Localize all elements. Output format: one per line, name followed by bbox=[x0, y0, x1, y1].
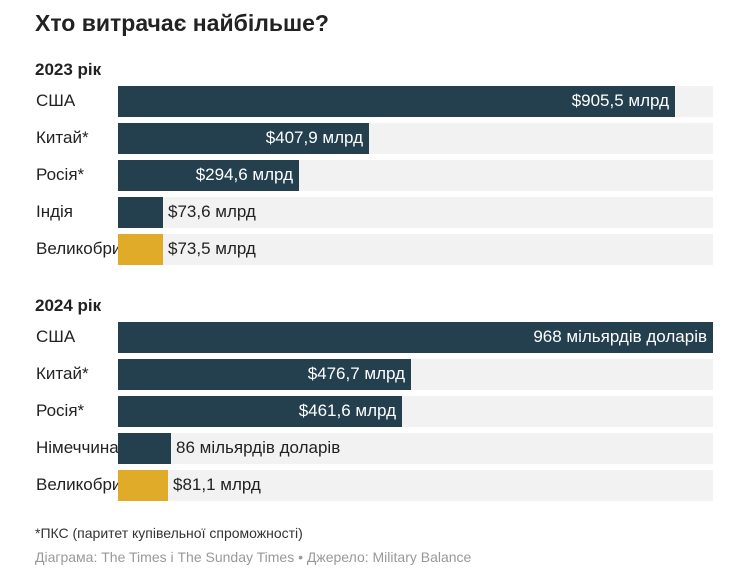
value-label: $905,5 млрд bbox=[571, 91, 669, 110]
bar bbox=[118, 470, 168, 501]
bar-row: Великобританія $81,1 млрд bbox=[0, 470, 740, 501]
bar-row: Німеччина 86 мільярдів доларів bbox=[0, 433, 740, 464]
footnote: *ПКС (паритет купівельної спроможності) bbox=[35, 525, 303, 541]
category-label: США bbox=[36, 91, 76, 110]
category-label: Індія bbox=[36, 202, 74, 221]
source-line: Діаграма: The Times і The Sunday Times •… bbox=[35, 549, 472, 565]
section-title: 2024 рік bbox=[35, 296, 102, 315]
bar-track bbox=[118, 470, 713, 501]
bar bbox=[118, 396, 402, 427]
bar-row: Росія* $461,6 млрд bbox=[0, 396, 740, 427]
bar-row: Індія $73,6 млрд bbox=[0, 197, 740, 228]
value-label: $407,9 млрд bbox=[265, 128, 363, 147]
category-label: Росія* bbox=[36, 165, 85, 184]
value-label: $461,6 млрд bbox=[298, 401, 396, 420]
bar bbox=[118, 359, 411, 390]
bar bbox=[118, 160, 299, 191]
bar-row: Великобританія $73,5 млрд bbox=[0, 234, 740, 265]
category-label: Росія* bbox=[36, 401, 85, 420]
value-label: $81,1 млрд bbox=[173, 475, 261, 494]
bar bbox=[118, 197, 163, 228]
category-label: США bbox=[36, 327, 76, 346]
value-label: 86 мільярдів доларів bbox=[176, 438, 341, 457]
bar-track bbox=[118, 197, 713, 228]
bar-row: Росія* $294,6 млрд bbox=[0, 160, 740, 191]
category-label: Німеччина bbox=[36, 438, 119, 457]
bar bbox=[118, 86, 675, 117]
section-title: 2023 рік bbox=[35, 60, 102, 79]
chart-title: Хто витрачає найбільше? bbox=[35, 10, 329, 36]
bar-track bbox=[118, 433, 713, 464]
value-label: $294,6 млрд bbox=[195, 165, 293, 184]
value-label: $476,7 млрд bbox=[307, 364, 405, 383]
bar-track bbox=[118, 234, 713, 265]
bar bbox=[118, 123, 369, 154]
bar-row: Китай* $476,7 млрд bbox=[0, 359, 740, 390]
bar-row: США $905,5 млрд bbox=[0, 86, 740, 117]
bar bbox=[118, 433, 171, 464]
value-label: $73,5 млрд bbox=[168, 239, 256, 258]
value-label: $73,6 млрд bbox=[168, 202, 256, 221]
category-label: Китай* bbox=[36, 364, 89, 383]
bar bbox=[118, 234, 163, 265]
bar bbox=[118, 322, 713, 353]
bar-row: Китай* $407,9 млрд bbox=[0, 123, 740, 154]
category-label: Китай* bbox=[36, 128, 89, 147]
bar-row: США 968 мільярдів доларів bbox=[0, 322, 740, 353]
value-label: 968 мільярдів доларів bbox=[533, 327, 707, 346]
